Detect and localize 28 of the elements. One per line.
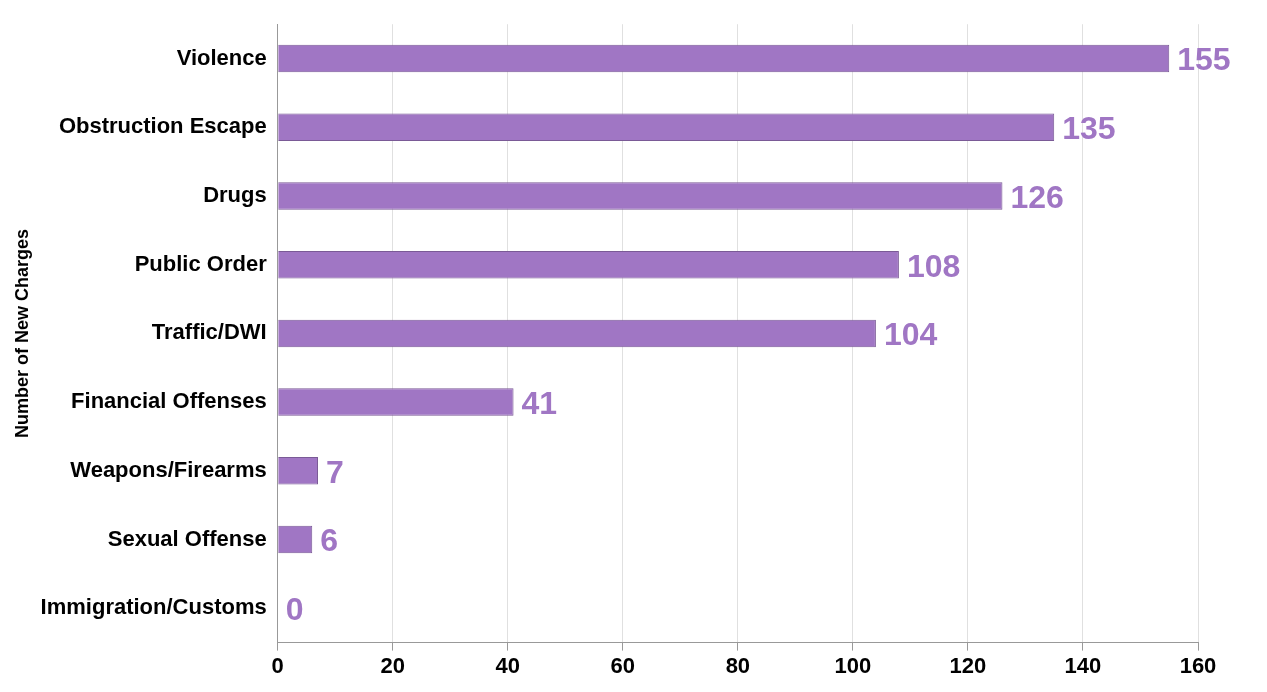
x-tick-label: 40 [495, 652, 521, 678]
x-tick-label: 100 [834, 652, 872, 678]
x-tick-label: 160 [1179, 652, 1217, 678]
y-axis-title: Number of New Charges [11, 228, 32, 438]
data-label: 155 [1177, 41, 1231, 78]
y-tick-label: Obstruction Escape [58, 113, 267, 139]
data-label: 108 [906, 247, 961, 284]
y-tick-label: Immigration/Customs [40, 594, 267, 620]
data-label: 6 [320, 522, 339, 559]
data-label: 135 [1062, 110, 1116, 147]
y-tick-label: Weapons/Firearms [70, 456, 267, 482]
y-tick-label: Sexual Offense [107, 525, 267, 551]
data-label: 104 [883, 316, 938, 353]
y-tick-label: Violence [176, 44, 267, 70]
data-label: 41 [521, 384, 558, 421]
data-label: 7 [326, 453, 344, 490]
x-tick-label: 0 [271, 652, 284, 678]
y-tick-label: Financial Offenses [71, 388, 267, 414]
data-label: 0 [285, 591, 304, 628]
x-tick-label: 80 [725, 652, 751, 678]
y-tick-label: Drugs [203, 182, 267, 208]
x-tick-label: 120 [949, 652, 987, 678]
y-tick-label: Public Order [134, 250, 268, 276]
x-tick-label: 20 [380, 652, 406, 678]
data-label: 126 [1010, 178, 1064, 215]
y-tick-label: Traffic/DWI [151, 319, 267, 345]
x-tick-label: 140 [1064, 652, 1102, 678]
x-tick-label: 60 [610, 652, 636, 678]
